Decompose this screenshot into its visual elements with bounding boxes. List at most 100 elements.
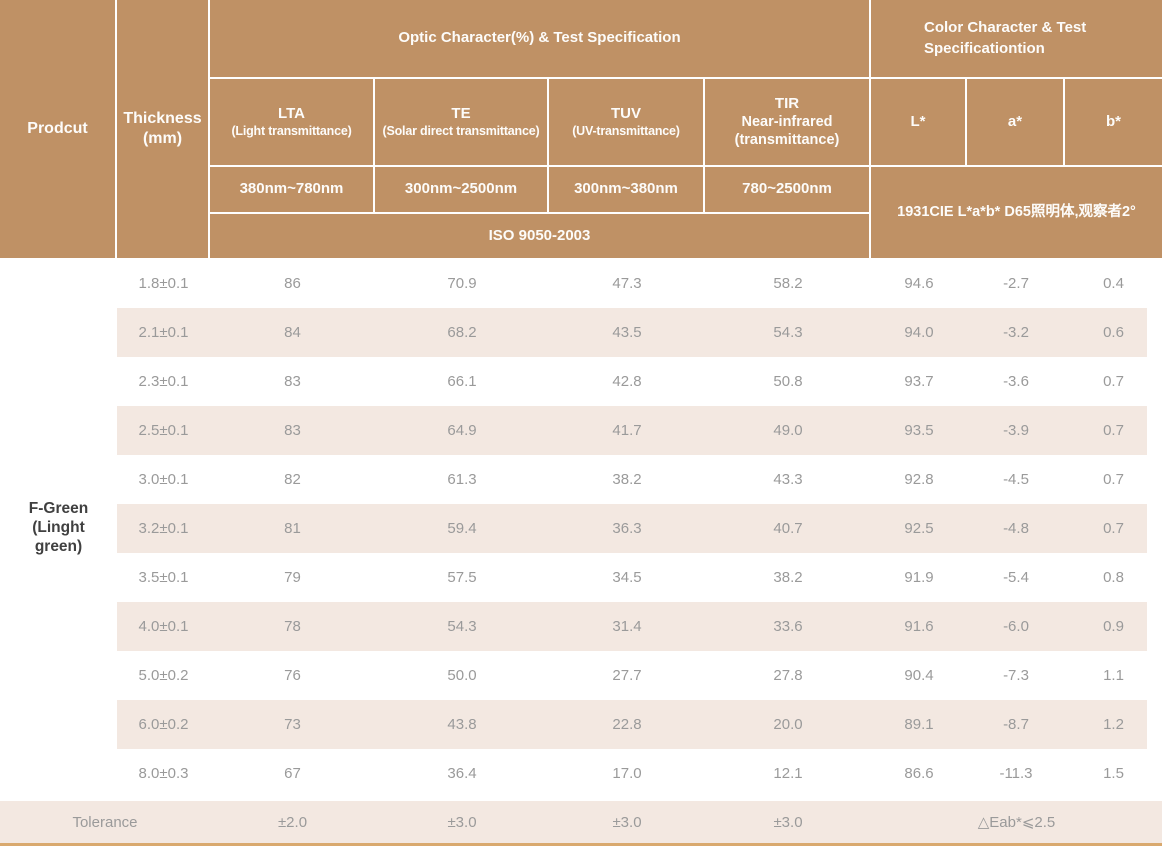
- l-value: 92.5: [904, 520, 934, 537]
- thickness-header-unit: (mm): [142, 130, 183, 147]
- optic-group-title: Optic Character(%) & Test Specification: [398, 29, 681, 47]
- range-te: 300nm~2500nm: [375, 167, 547, 212]
- table-row: 3.2±0.1 81 59.4 36.3 40.7 92.5 -4.8 0.7: [0, 504, 1166, 553]
- tolerance-tuv: ±3.0: [612, 813, 642, 831]
- range-tir: 780~2500nm: [705, 167, 869, 212]
- table-row: 2.1±0.1 84 68.2 43.5 54.3 94.0 -3.2 0.6: [0, 308, 1166, 357]
- table-row: 8.0±0.3 67 36.4 17.0 12.1 86.6 -11.3 1.5: [0, 749, 1166, 798]
- te-range: 300nm~2500nm: [404, 180, 518, 198]
- product-name-line: green): [34, 537, 83, 555]
- l-value: 94.6: [904, 275, 934, 292]
- thickness-value: 5.0±0.2: [138, 667, 189, 684]
- tir-value: 50.8: [773, 373, 803, 390]
- l-value: 92.8: [904, 471, 934, 488]
- column-header-a: a*: [967, 79, 1063, 165]
- table-row: 2.3±0.1 83 66.1 42.8 50.8 93.7 -3.6 0.7: [0, 357, 1166, 406]
- l-star-label: L*: [910, 112, 926, 130]
- te-desc: (Solar direct transmittance): [382, 123, 540, 138]
- column-header-tir: TIR Near-infrared (transmittance): [705, 79, 869, 165]
- lta-value: 83: [284, 422, 301, 439]
- column-header-b: b*: [1065, 79, 1162, 165]
- thickness-value: 2.1±0.1: [138, 324, 189, 341]
- tolerance-te: ±3.0: [447, 813, 477, 831]
- l-value: 89.1: [904, 716, 934, 733]
- column-header-te: TE (Solar direct transmittance): [375, 79, 547, 165]
- b-value: 1.2: [1103, 716, 1124, 733]
- tir-value: 12.1: [773, 765, 803, 782]
- thickness-value: 3.5±0.1: [138, 569, 189, 586]
- tuv-range: 300nm~380nm: [574, 180, 678, 198]
- tuv-value: 43.5: [612, 324, 642, 341]
- a-value: -6.0: [1003, 618, 1029, 635]
- product-header-label: Prodcut: [27, 120, 88, 137]
- tir-value: 33.6: [773, 618, 803, 635]
- thickness-value: 8.0±0.3: [138, 765, 189, 782]
- iso-standard-cell: ISO 9050-2003: [210, 214, 869, 258]
- tir-abbr: TIR: [774, 94, 800, 112]
- lta-value: 79: [284, 569, 301, 586]
- a-value: -4.8: [1003, 520, 1029, 537]
- b-value: 1.1: [1103, 667, 1124, 684]
- te-value: 36.4: [447, 765, 477, 782]
- lta-value: 67: [284, 765, 301, 782]
- tir-line2: Near-infrared: [741, 114, 833, 131]
- tir-desc: (transmittance): [734, 132, 840, 149]
- table-row: 1.8±0.1 86 70.9 47.3 58.2 94.6 -2.7 0.4: [0, 259, 1166, 308]
- te-value: 70.9: [447, 275, 477, 292]
- a-value: -4.5: [1003, 471, 1029, 488]
- tuv-value: 34.5: [612, 569, 642, 586]
- l-value: 86.6: [904, 765, 934, 782]
- te-value: 57.5: [447, 569, 477, 586]
- iso-standard-label: ISO 9050-2003: [488, 226, 591, 244]
- group-header-optic: Optic Character(%) & Test Specification: [210, 0, 869, 77]
- table-row: 3.0±0.1 82 61.3 38.2 43.3 92.8 -4.5 0.7: [0, 455, 1166, 504]
- lta-value: 73: [284, 716, 301, 733]
- b-value: 0.7: [1103, 422, 1124, 439]
- te-abbr: TE: [451, 104, 471, 122]
- thickness-value: 4.0±0.1: [138, 618, 189, 635]
- b-value: 0.4: [1103, 275, 1124, 292]
- lta-range: 380nm~780nm: [239, 180, 344, 198]
- column-header-tuv: TUV (UV-transmittance): [549, 79, 703, 165]
- te-value: 68.2: [447, 324, 477, 341]
- tir-value: 49.0: [773, 422, 803, 439]
- te-value: 61.3: [447, 471, 477, 488]
- tir-value: 58.2: [773, 275, 803, 292]
- thickness-value: 1.8±0.1: [138, 275, 189, 292]
- a-value: -7.3: [1003, 667, 1029, 684]
- a-value: -11.3: [999, 765, 1033, 782]
- thickness-value: 3.0±0.1: [138, 471, 189, 488]
- lta-value: 78: [284, 618, 301, 635]
- product-name: F-Green (Linght green): [0, 259, 117, 798]
- a-value: -5.4: [1003, 569, 1029, 586]
- table-row: 5.0±0.2 76 50.0 27.7 27.8 90.4 -7.3 1.1: [0, 651, 1166, 700]
- a-value: -3.9: [1003, 422, 1029, 439]
- tir-value: 38.2: [773, 569, 803, 586]
- lta-value: 86: [284, 275, 301, 292]
- l-value: 93.5: [904, 422, 934, 439]
- group-header-color: Color Character & Test Specificationtion: [871, 0, 1162, 77]
- lta-value: 82: [284, 471, 301, 488]
- tolerance-label: Tolerance: [72, 813, 138, 831]
- te-value: 64.9: [447, 422, 477, 439]
- tir-value: 20.0: [773, 716, 803, 733]
- b-value: 0.8: [1103, 569, 1124, 586]
- te-value: 59.4: [447, 520, 477, 537]
- b-value: 1.5: [1103, 765, 1124, 782]
- tuv-value: 36.3: [612, 520, 642, 537]
- thickness-value: 2.3±0.1: [138, 373, 189, 390]
- l-value: 94.0: [904, 324, 934, 341]
- a-value: -3.2: [1003, 324, 1029, 341]
- tir-range: 780~2500nm: [742, 180, 832, 198]
- lta-value: 81: [284, 520, 301, 537]
- color-group-title: Color Character & Test Specificationtion: [924, 19, 1087, 57]
- column-header-product: Prodcut: [0, 0, 115, 258]
- b-value: 0.7: [1103, 520, 1124, 537]
- l-value: 90.4: [904, 667, 934, 684]
- a-star-label: a*: [1007, 112, 1023, 130]
- l-value: 91.9: [904, 569, 934, 586]
- table-row: 6.0±0.2 73 43.8 22.8 20.0 89.1 -8.7 1.2: [0, 700, 1166, 749]
- lta-abbr: LTA: [278, 104, 305, 122]
- column-header-lta: LTA (Light transmittance): [210, 79, 373, 165]
